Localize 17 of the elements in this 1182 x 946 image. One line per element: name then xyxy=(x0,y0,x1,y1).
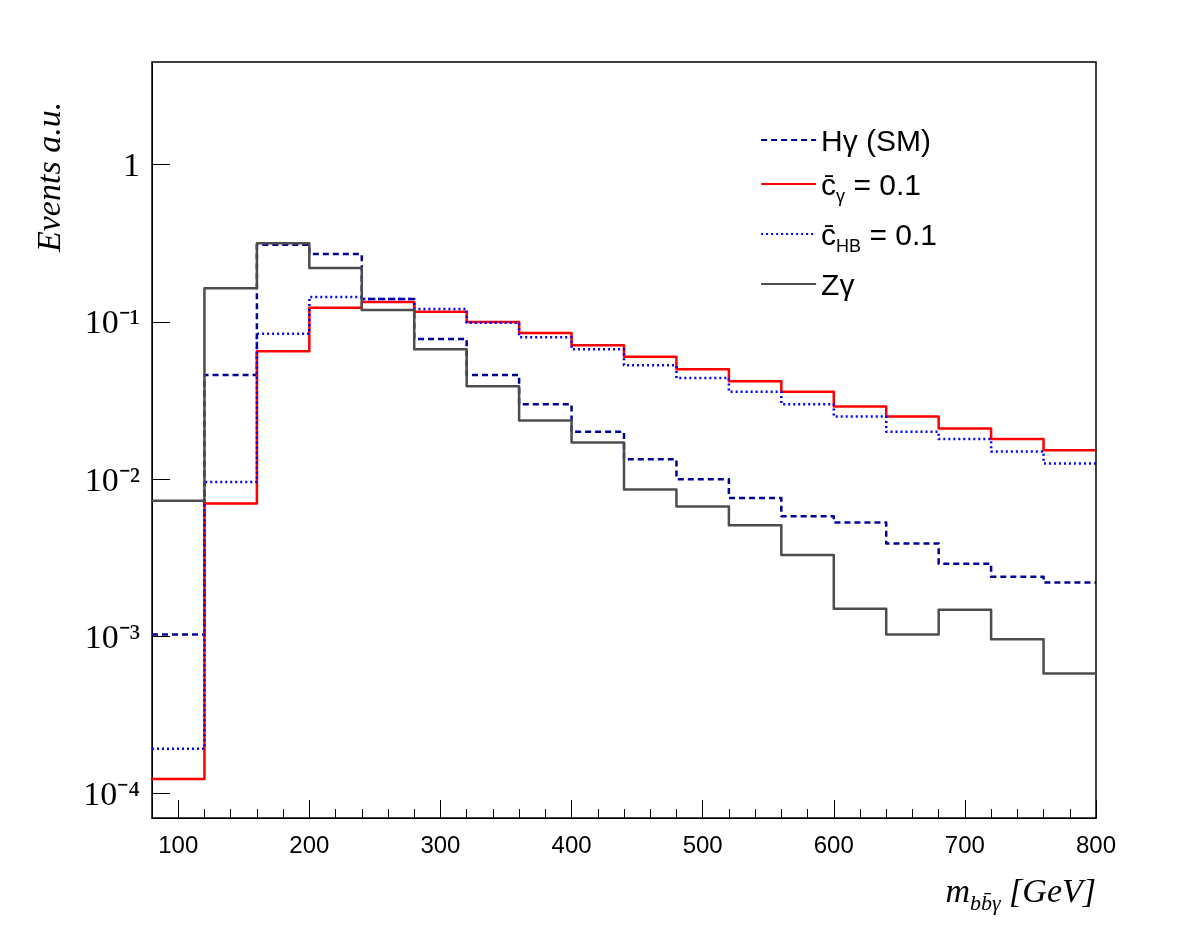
legend-label: Zγ xyxy=(821,267,855,301)
x-tick-label: 300 xyxy=(420,830,461,858)
x-axis-title: m$_{bb̄γ}$ [GeV] xyxy=(945,872,1096,916)
y-tick-label: 10⁻⁴ xyxy=(83,775,140,813)
x-tick-label: 500 xyxy=(682,830,723,858)
y-tick-label: 10⁻³ xyxy=(84,617,140,655)
x-tick-label: 400 xyxy=(551,830,592,858)
y-axis-title: Events a.u. xyxy=(30,101,68,252)
x-tick-label: 100 xyxy=(158,830,199,858)
x-tick-label: 200 xyxy=(289,830,330,858)
legend-label: Hγ (SM) xyxy=(821,123,932,157)
y-tick-label: 10⁻² xyxy=(84,460,140,498)
x-tick-label: 600 xyxy=(813,830,854,858)
x-tick-label: 700 xyxy=(944,830,985,858)
y-tick-label: 10⁻¹ xyxy=(84,303,140,341)
y-tick-label: 1 xyxy=(123,146,140,184)
x-tick-label: 800 xyxy=(1075,830,1117,858)
